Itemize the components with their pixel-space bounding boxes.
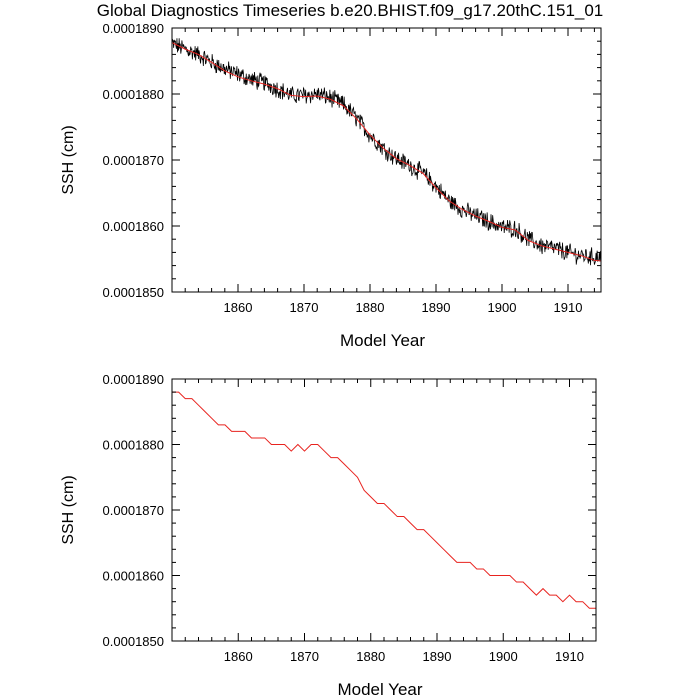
plot-frame: [171, 378, 597, 642]
x-tick-label: 1880: [356, 649, 385, 664]
x-tick-label: 1880: [356, 300, 385, 315]
x-axis-title: Model Year: [337, 680, 422, 699]
x-tick-label: 1910: [555, 649, 584, 664]
x-tick-label: 1910: [554, 300, 583, 315]
figure-title: Global Diagnostics Timeseries b.e20.BHIS…: [96, 1, 604, 20]
y-axis-title: SSH (cm): [60, 475, 77, 544]
series-line-annual-mean: [172, 391, 596, 609]
x-tick-label: 1860: [224, 300, 253, 315]
y-tick-label: 0.0001880: [103, 87, 164, 102]
y-tick-label: 0.0001880: [103, 438, 164, 453]
y-axis-title: SSH (cm): [60, 125, 77, 194]
y-tick-label: 0.0001890: [103, 21, 164, 36]
plot-frame: [171, 27, 602, 293]
x-axis-title: Model Year: [340, 331, 425, 350]
y-tick-label: 0.0001850: [103, 285, 164, 300]
y-tick-label: 0.0001850: [103, 634, 164, 649]
x-tick-label: 1870: [290, 649, 319, 664]
x-tick-label: 1890: [422, 300, 451, 315]
y-tick-label: 0.0001870: [103, 153, 164, 168]
y-tick-label: 0.0001860: [103, 219, 164, 234]
chart-panel-top: 1860 1870 1880 1890 1900 1910 0.0001850 0.00018…: [60, 21, 602, 350]
x-tick-label: 1870: [290, 300, 319, 315]
y-tick-label: 0.0001870: [103, 503, 164, 518]
x-tick-label: 1900: [489, 649, 518, 664]
series-line-annual-mean: [172, 42, 601, 262]
y-tick-label: 0.0001890: [103, 372, 164, 387]
chart-panel-bottom: 1860 1870 1880 1890 1900 1910 0.0001850 0.00018…: [60, 372, 597, 699]
x-tick-label: 1860: [224, 649, 253, 664]
x-tick-label: 1890: [423, 649, 452, 664]
x-tick-label: 1900: [488, 300, 517, 315]
series-line-monthly: [172, 38, 601, 266]
y-tick-label: 0.0001860: [103, 569, 164, 584]
